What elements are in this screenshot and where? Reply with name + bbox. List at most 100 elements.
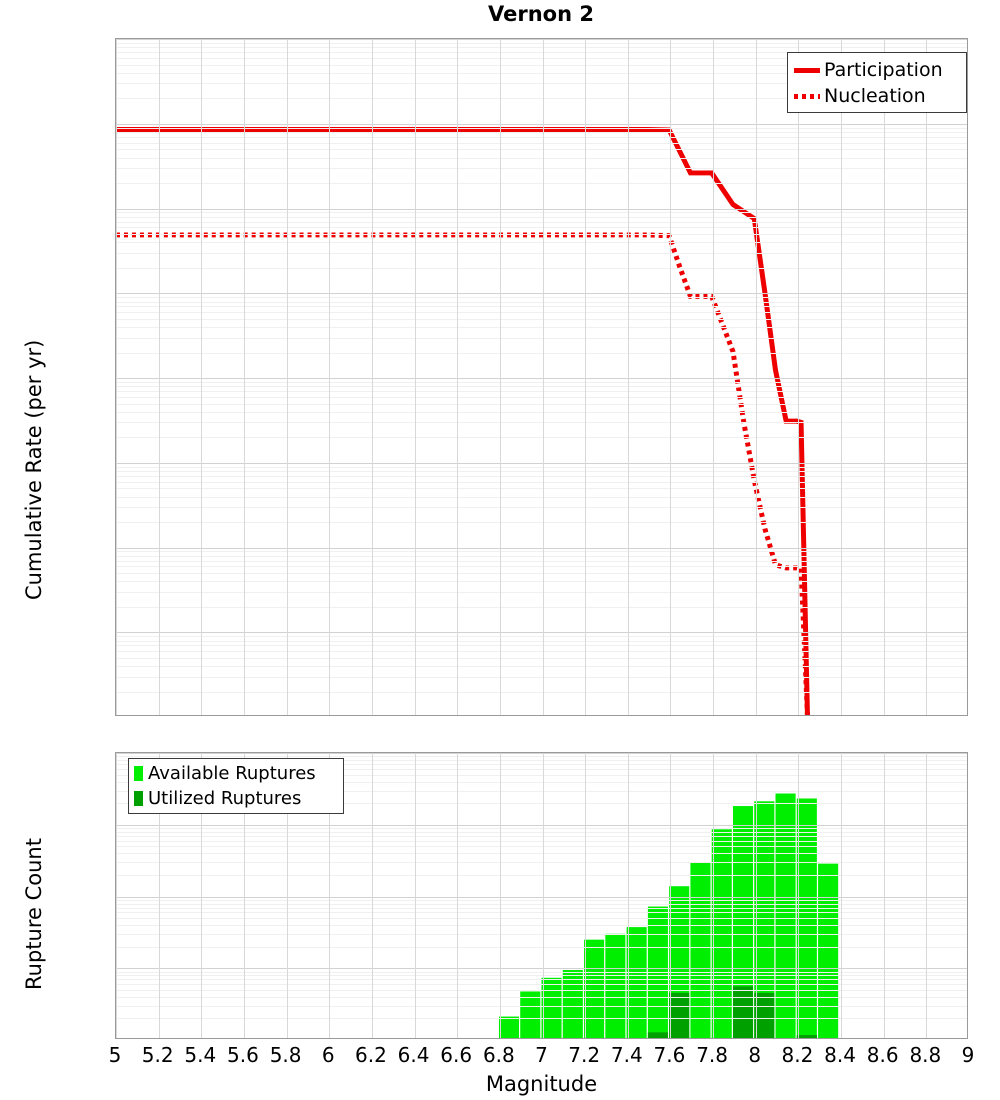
grid-major-vertical (713, 753, 715, 1038)
grid-minor-horizontal (116, 157, 967, 159)
bar-available-ruptures (584, 939, 605, 1038)
grid-minor-horizontal (116, 466, 967, 468)
grid-major-vertical (798, 753, 800, 1038)
bar-available-ruptures (520, 991, 541, 1038)
grid-major-horizontal (116, 39, 967, 40)
grid-minor-horizontal (116, 57, 967, 59)
grid-minor-horizontal (116, 403, 967, 405)
grid-minor-horizontal (116, 853, 967, 855)
series-line-participation (116, 126, 810, 715)
grid-minor-horizontal (116, 507, 967, 509)
grid-minor-horizontal (116, 606, 967, 608)
grid-major-vertical (499, 753, 501, 1038)
bar-available-ruptures (711, 829, 732, 1038)
page-title: Vernon 2 (488, 2, 594, 26)
grid-minor-horizontal (116, 551, 967, 553)
grid-minor-horizontal (116, 337, 967, 339)
grid-minor-horizontal (116, 386, 967, 388)
grid-minor-horizontal (116, 934, 967, 935)
bar-available-ruptures (541, 977, 562, 1038)
grid-major-vertical (542, 753, 544, 1038)
grid-minor-horizontal (116, 946, 967, 948)
grid-minor-horizontal (116, 475, 967, 477)
grid-minor-horizontal (116, 756, 967, 758)
grid-minor-horizontal (116, 975, 967, 977)
grid-major-vertical (158, 39, 160, 715)
grid-major-vertical (883, 753, 885, 1038)
grid-minor-horizontal (116, 899, 967, 901)
grid-minor-horizontal (116, 396, 967, 398)
utilized-ruptures-swatch-icon (134, 791, 143, 806)
grid-minor-horizontal (116, 768, 967, 770)
x-tick-label: 5.4 (184, 1043, 217, 1067)
grid-minor-horizontal (116, 651, 967, 653)
grid-minor-horizontal (116, 481, 967, 483)
legend-label-nucleation: Nucleation (824, 84, 926, 107)
grid-major-horizontal (116, 378, 967, 379)
grid-major-horizontal (116, 824, 967, 826)
grid-major-vertical (243, 39, 245, 715)
x-tick-label: 8.2 (781, 1043, 814, 1067)
grid-major-vertical (627, 39, 629, 715)
x-tick-label: 5 (108, 1043, 122, 1067)
x-tick-label: 6.4 (397, 1043, 430, 1067)
grid-minor-horizontal (116, 764, 967, 766)
grid-major-vertical (670, 753, 672, 1038)
bar-available-ruptures (605, 933, 626, 1038)
grid-major-vertical (883, 39, 885, 715)
grid-major-horizontal (116, 632, 967, 634)
grid-major-vertical (116, 753, 117, 1038)
grid-major-vertical (713, 39, 715, 715)
grid-minor-horizontal (116, 471, 967, 472)
grid-minor-horizontal (116, 216, 967, 218)
grid-minor-horizontal (116, 1005, 967, 1007)
grid-minor-horizontal (116, 666, 967, 667)
x-tick-label: 7.8 (696, 1043, 728, 1067)
bar-available-ruptures (754, 801, 775, 1038)
grid-minor-horizontal (116, 52, 967, 54)
grid-minor-horizontal (116, 979, 967, 981)
grid-major-vertical (414, 753, 416, 1038)
x-tick-label: 5.2 (141, 1043, 174, 1067)
bar-utilized-ruptures (754, 992, 775, 1038)
grid-major-vertical (116, 39, 117, 715)
grid-major-vertical (286, 753, 288, 1038)
grid-minor-horizontal (116, 183, 967, 184)
grid-minor-horizontal (116, 227, 967, 229)
x-tick-label: 8.6 (866, 1043, 899, 1067)
grid-minor-horizontal (116, 83, 967, 85)
grid-major-vertical (201, 39, 203, 715)
bar-available-ruptures (775, 793, 796, 1038)
grid-major-horizontal (116, 462, 967, 464)
grid-minor-horizontal (116, 47, 967, 49)
grid-minor-horizontal (116, 790, 967, 792)
grid-minor-horizontal (116, 297, 967, 299)
legend-label-utilized: Utilized Ruptures (148, 787, 302, 809)
x-tick-label: 6 (321, 1043, 335, 1067)
grid-major-vertical (798, 39, 800, 715)
grid-major-horizontal (116, 547, 967, 549)
grid-minor-horizontal (116, 252, 967, 254)
grid-major-vertical (286, 39, 288, 715)
grid-minor-horizontal (116, 645, 967, 647)
grid-minor-horizontal (116, 874, 967, 876)
grid-major-vertical (457, 753, 459, 1038)
grid-minor-horizontal (116, 242, 967, 244)
grid-minor-horizontal (116, 774, 967, 776)
grid-major-vertical (585, 753, 587, 1038)
grid-minor-horizontal (116, 555, 967, 557)
grid-minor-horizontal (116, 42, 967, 44)
legend-item-participation: Participation (794, 57, 960, 83)
rupture-count-plot (115, 752, 968, 1039)
grid-minor-horizontal (116, 996, 967, 998)
grid-minor-horizontal (116, 862, 967, 864)
legend-item-nucleation: Nucleation (794, 83, 960, 109)
legend-item-utilized: Utilized Ruptures (134, 786, 338, 811)
grid-minor-horizontal (116, 781, 967, 783)
grid-minor-horizontal (116, 221, 967, 223)
grid-major-horizontal (116, 896, 967, 898)
x-tick-label: 7.6 (653, 1043, 686, 1067)
x-tick-label: 8.8 (909, 1043, 942, 1067)
grid-minor-horizontal (116, 312, 967, 314)
grid-minor-horizontal (116, 64, 967, 66)
